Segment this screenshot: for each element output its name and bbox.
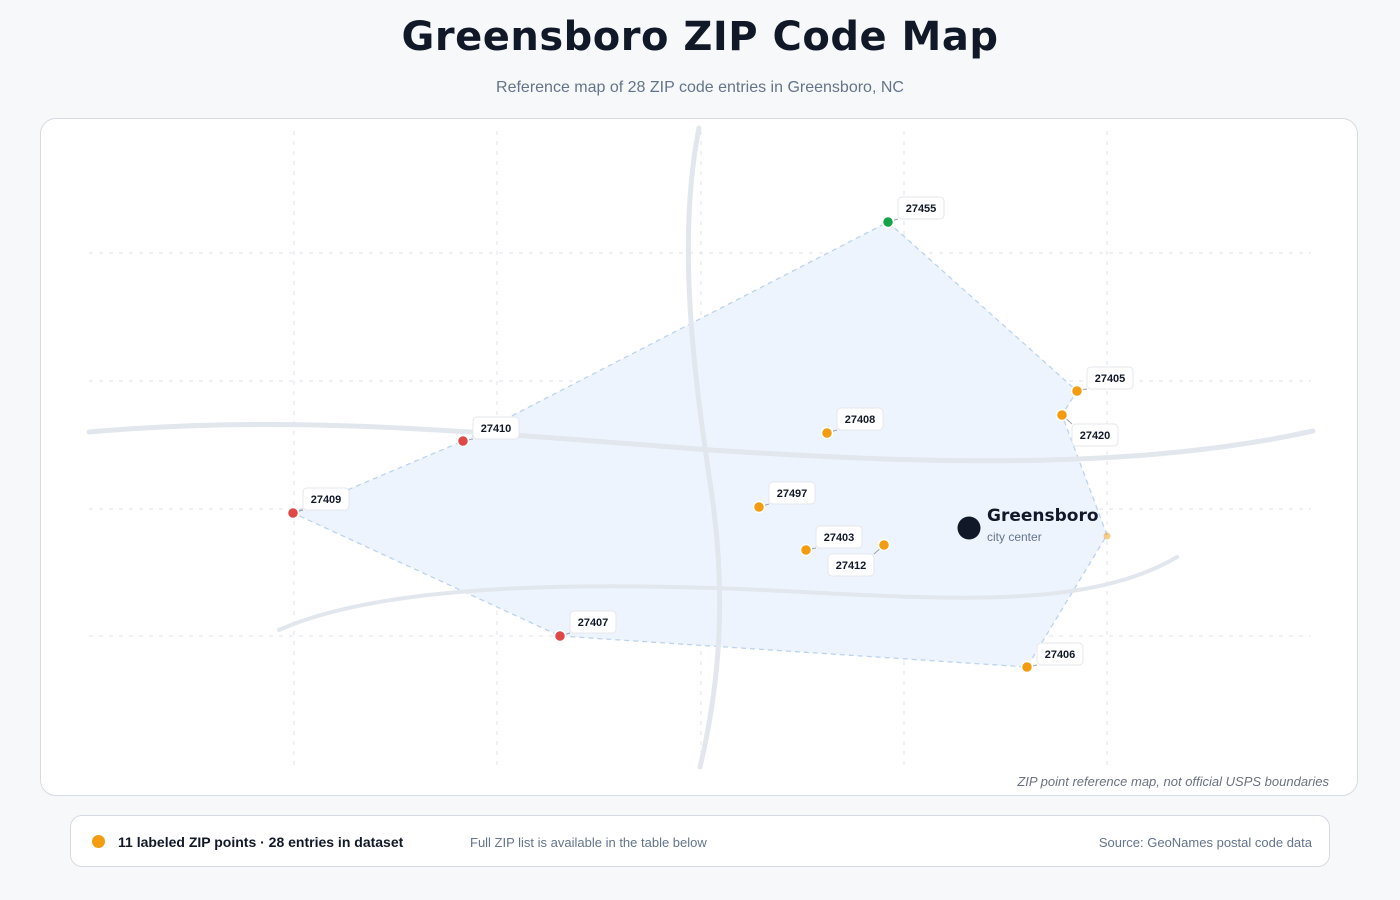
zip-label-box: [836, 407, 884, 431]
zip-label: 27407: [578, 617, 609, 629]
roads: [86, 125, 1316, 770]
zip-label: 27420: [1080, 430, 1111, 442]
zip-marker-27409[interactable]: 27409: [286, 487, 350, 520]
zip-marker-27410[interactable]: 27410: [456, 416, 520, 448]
zip-marker-27407[interactable]: 27407: [553, 610, 617, 643]
city-center-dot[interactable]: [957, 516, 981, 540]
legend-source: Source: GeoNames postal code data: [1098, 835, 1312, 850]
zip-coverage-region: [291, 221, 1108, 668]
zip-label-box: [472, 416, 520, 440]
city-subtitle: city center: [987, 530, 1042, 544]
legend-note: Full ZIP list is available in the table …: [470, 835, 707, 850]
zip-marker-27497[interactable]: 27497: [752, 481, 816, 514]
zip-label: 27403: [824, 532, 855, 544]
zip-label: 27406: [1045, 649, 1076, 661]
zip-label: 27455: [906, 203, 937, 215]
city-center-marker[interactable]: Greensboro city center: [957, 506, 1111, 544]
road-north-south: [685, 125, 723, 770]
zip-point-dot[interactable]: [286, 506, 300, 520]
zip-label-box: [1071, 423, 1119, 447]
zip-point-dot[interactable]: [456, 434, 470, 448]
city-name: Greensboro: [987, 506, 1099, 526]
zip-point-dot[interactable]: [1055, 408, 1069, 422]
road-south: [277, 555, 1179, 632]
legend-summary: 11 labeled ZIP points · 28 entries in da…: [118, 834, 404, 850]
zip-point-dot[interactable]: [553, 629, 567, 643]
zip-marker-27405[interactable]: 27405: [1070, 366, 1134, 398]
legend-dot-icon: [92, 835, 105, 848]
zip-label: 27408: [845, 414, 876, 426]
zip-label: 27410: [481, 423, 512, 435]
zip-point-dot[interactable]: [1020, 660, 1034, 674]
zip-label: 27409: [311, 494, 342, 506]
zip-point-dot[interactable]: [752, 500, 766, 514]
zip-map[interactable]: 27455 27405 27420 27408 27410 27497 27409 27403…: [41, 119, 1358, 796]
zip-label-box: [897, 196, 945, 220]
zip-label-box: [1086, 366, 1134, 390]
map-legend: 11 labeled ZIP points · 28 entries in da…: [70, 815, 1330, 867]
zip-point-dot[interactable]: [1070, 384, 1084, 398]
zip-label-box: [768, 481, 816, 505]
zip-label-box: [569, 610, 617, 634]
zip-label-box: [827, 553, 875, 577]
zip-label-box: [1036, 642, 1084, 666]
road-east-west: [86, 421, 1316, 464]
zip-label: 27497: [777, 488, 808, 500]
zip-marker-27420[interactable]: 27420: [1055, 408, 1119, 447]
zip-label-box: [302, 487, 350, 511]
map-panel[interactable]: 27455 27405 27420 27408 27410 27497 27409 27403…: [40, 118, 1358, 796]
zip-point-dot[interactable]: [820, 426, 834, 440]
zip-point-dot[interactable]: [877, 538, 891, 552]
zip-points: 27455 27405 27420 27408 27410 27497 27409 27403…: [286, 196, 1134, 674]
zip-marker-27412[interactable]: 27412: [827, 538, 891, 577]
zip-point-dot[interactable]: [799, 543, 813, 557]
page-subtitle: Reference map of 28 ZIP code entries in …: [496, 79, 904, 96]
zip-point-dot[interactable]: [881, 215, 895, 229]
zip-marker-27408[interactable]: 27408: [820, 407, 884, 440]
page-title: Greensboro ZIP Code Map: [401, 14, 999, 60]
zip-marker-27406[interactable]: 27406: [1020, 642, 1084, 674]
zip-marker-27455[interactable]: 27455: [881, 196, 945, 229]
zip-label-box: [815, 525, 863, 549]
map-disclaimer: ZIP point reference map, not official US…: [1017, 774, 1329, 789]
city-edge-marker: [1103, 532, 1111, 540]
zip-label: 27405: [1095, 373, 1126, 385]
zip-label: 27412: [836, 560, 867, 572]
zip-marker-27403[interactable]: 27403: [799, 525, 863, 557]
